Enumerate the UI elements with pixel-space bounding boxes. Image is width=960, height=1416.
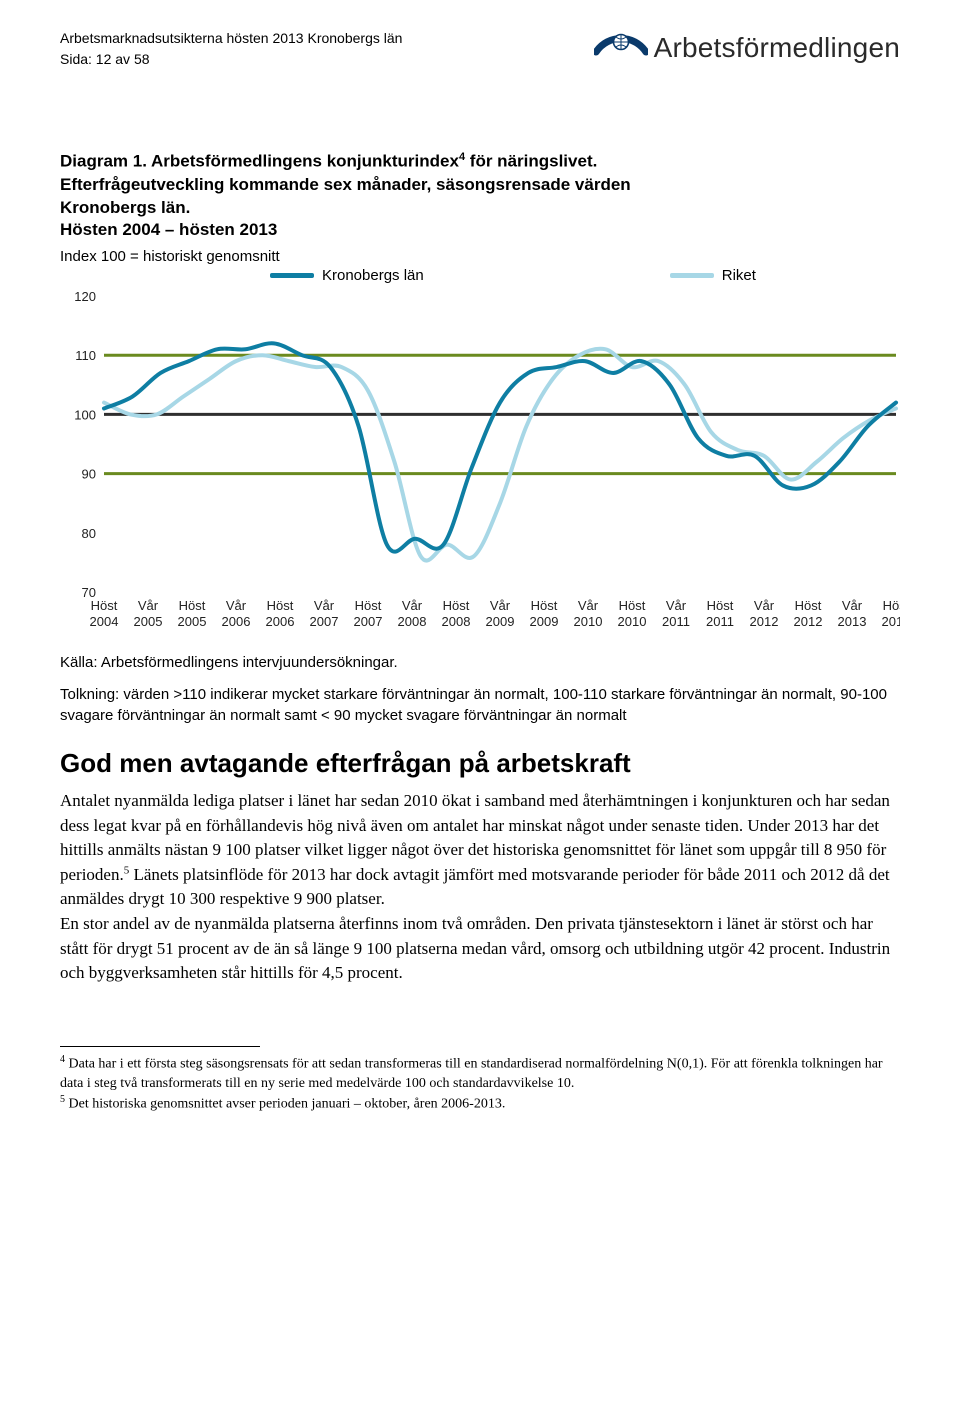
- svg-text:2004: 2004: [90, 614, 119, 629]
- footnote-5: 5 Det historiska genomsnittet avser peri…: [60, 1093, 900, 1115]
- svg-text:2005: 2005: [178, 614, 207, 629]
- svg-text:2013: 2013: [838, 614, 867, 629]
- svg-text:Vår: Vår: [314, 598, 335, 613]
- page-indicator: Sida: 12 av 58: [60, 49, 402, 70]
- logo-wordmark: Arbetsförmedlingen: [654, 32, 900, 64]
- doc-title: Arbetsmarknadsutsikterna hösten 2013 Kro…: [60, 28, 402, 49]
- svg-text:Höst: Höst: [883, 598, 900, 613]
- footnote-4-text: Data har i ett första steg säsongsrensat…: [60, 1057, 883, 1091]
- source-note: Källa: Arbetsförmedlingens intervjuunder…: [60, 654, 900, 671]
- diagram-subtitle-2: Kronobergs län.: [60, 198, 190, 217]
- svg-text:2007: 2007: [354, 614, 383, 629]
- diagram-title-prefix: Diagram 1. Arbetsförmedlingens konjunktu…: [60, 152, 459, 171]
- svg-text:Vår: Vår: [226, 598, 247, 613]
- svg-text:2008: 2008: [442, 614, 471, 629]
- svg-text:110: 110: [75, 349, 96, 364]
- body-paragraph: Antalet nyanmälda lediga platser i länet…: [60, 789, 900, 986]
- svg-text:Höst: Höst: [355, 598, 382, 613]
- svg-text:2009: 2009: [486, 614, 515, 629]
- chart-wrapper: Kronobergs län Riket 708090100110120Höst…: [60, 267, 900, 646]
- legend-label-2: Riket: [722, 267, 756, 284]
- logo-swoosh-icon: [594, 28, 648, 67]
- footnote-4-marker: 4: [60, 1054, 65, 1065]
- svg-text:2007: 2007: [310, 614, 339, 629]
- svg-text:Höst: Höst: [795, 598, 822, 613]
- footnote-rule: [60, 1046, 260, 1047]
- svg-text:Vår: Vår: [842, 598, 863, 613]
- interpretation-note: Tolkning: värden >110 indikerar mycket s…: [60, 685, 900, 726]
- svg-text:Höst: Höst: [531, 598, 558, 613]
- svg-text:Vår: Vår: [666, 598, 687, 613]
- logo: Arbetsförmedlingen: [594, 28, 900, 67]
- svg-text:Höst: Höst: [91, 598, 118, 613]
- svg-text:Vår: Vår: [754, 598, 775, 613]
- footnote-5-marker: 5: [60, 1094, 65, 1105]
- svg-text:2011: 2011: [706, 614, 734, 629]
- svg-text:2009: 2009: [530, 614, 559, 629]
- svg-text:2010: 2010: [574, 614, 603, 629]
- svg-text:120: 120: [74, 289, 96, 304]
- svg-text:80: 80: [82, 526, 96, 541]
- line-chart: 708090100110120HöstVårHöstVårHöstVårHöst…: [60, 286, 900, 646]
- svg-text:2010: 2010: [618, 614, 647, 629]
- diagram-title: Diagram 1. Arbetsförmedlingens konjunktu…: [60, 150, 900, 242]
- svg-text:Höst: Höst: [707, 598, 734, 613]
- svg-text:Höst: Höst: [179, 598, 206, 613]
- header-left: Arbetsmarknadsutsikterna hösten 2013 Kro…: [60, 28, 402, 70]
- diagram-subtitle-1: Efterfrågeutveckling kommande sex månade…: [60, 175, 631, 194]
- legend-swatch-1: [270, 273, 314, 278]
- index-note: Index 100 = historiskt genomsnitt: [60, 248, 900, 265]
- svg-text:2006: 2006: [222, 614, 251, 629]
- svg-text:2008: 2008: [398, 614, 427, 629]
- svg-text:Vår: Vår: [490, 598, 511, 613]
- svg-text:Vår: Vår: [578, 598, 599, 613]
- section-heading: God men avtagande efterfrågan på arbetsk…: [60, 748, 900, 779]
- svg-text:2011: 2011: [662, 614, 690, 629]
- diagram-subtitle-3: Hösten 2004 – hösten 2013: [60, 220, 277, 239]
- svg-text:Höst: Höst: [619, 598, 646, 613]
- legend-label-1: Kronobergs län: [322, 267, 424, 284]
- svg-text:90: 90: [82, 467, 96, 482]
- svg-text:2012: 2012: [794, 614, 823, 629]
- svg-text:Vår: Vår: [402, 598, 423, 613]
- svg-text:2012: 2012: [750, 614, 779, 629]
- chart-legend: Kronobergs län Riket: [270, 267, 900, 284]
- footnote-4: 4 Data har i ett första steg säsongsrens…: [60, 1053, 900, 1093]
- page-header: Arbetsmarknadsutsikterna hösten 2013 Kro…: [60, 28, 900, 70]
- svg-text:2006: 2006: [266, 614, 295, 629]
- svg-text:100: 100: [74, 408, 96, 423]
- svg-text:Vår: Vår: [138, 598, 159, 613]
- legend-swatch-2: [670, 273, 714, 278]
- svg-text:2005: 2005: [134, 614, 163, 629]
- svg-text:Höst: Höst: [443, 598, 470, 613]
- svg-text:2013: 2013: [882, 614, 900, 629]
- page: Arbetsmarknadsutsikterna hösten 2013 Kro…: [0, 0, 960, 1416]
- svg-text:Höst: Höst: [267, 598, 294, 613]
- footnote-5-text: Det historiska genomsnittet avser period…: [69, 1097, 506, 1112]
- diagram-title-suffix: för näringslivet.: [465, 152, 597, 171]
